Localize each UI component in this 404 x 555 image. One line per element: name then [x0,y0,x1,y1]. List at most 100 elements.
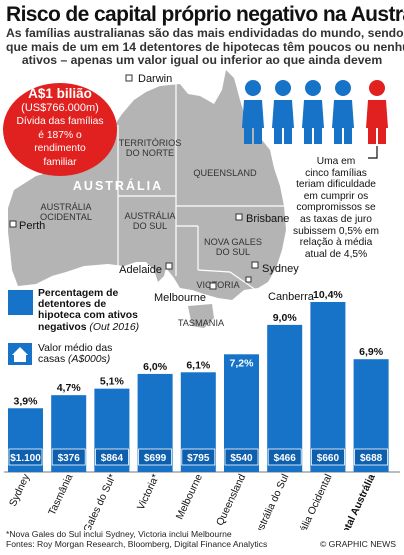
city-marker [9,220,17,228]
bar-legend-period: (Out 2016) [89,321,140,333]
house-value-box [51,448,86,466]
city-label-perth: Perth [19,220,45,232]
family-note-line: relação à média [299,237,373,249]
house-value-box [224,448,259,466]
bar-value-label: 6,0% [143,361,168,373]
category-label: Austrália do Sul [251,473,291,530]
house-legend-unit: (A$000s) [68,354,111,366]
house-value-box [138,448,173,466]
pointer-line [368,146,378,159]
house-legend: Valor médio das casas (A$000s) [38,343,112,365]
house-value-box [354,448,389,466]
house-value-label: $376 [58,453,81,464]
category-label: Nova Gales do Sul* [71,473,119,530]
house-legend-line: Valor médio das [38,343,113,354]
city-label-adelaide: Adelaide [119,264,162,276]
city-marker [235,213,243,221]
city-label-canberra: Canberra [268,291,315,303]
region-label-sa: DO SUL [133,221,167,231]
city-marker [165,262,173,270]
debt-text: é 187% o [38,129,82,141]
city-label-sydney: Sydney [262,263,299,275]
debt-value: A$1 bilião [28,86,92,101]
debt-text: Dívida das famílias [16,116,104,127]
bar [310,302,346,472]
house-value-label: $540 [230,453,253,464]
house-value-label: $1.100 [10,453,41,464]
copyright: © GRAPHIC NEWS [319,539,396,549]
footnote-line: Fontes: Roy Morgan Research, Bloomberg, … [6,539,268,549]
bar [267,324,303,472]
city-markers [9,74,259,290]
house-value-box [95,448,129,466]
bar-legend-swatch [8,290,33,315]
region-label-qld: QUEENSLAND [193,168,257,178]
family-note-line: as taxas de juro [300,213,372,225]
category-label: Austrália Ocidental [288,473,334,530]
bar-value-label: 5,1% [100,376,125,388]
category-label: Sydney [8,472,33,509]
bar-value-label: 6,1% [186,359,211,371]
region-label-sa: AUSTRÁLIA [124,211,176,221]
city-marker [125,74,133,82]
region-label-nt: TERRITÓRIOS [119,138,182,148]
person-icon [332,80,354,144]
city-label-darwin: Darwin [138,73,172,85]
house-value-label: $688 [360,453,383,464]
region-label-nsw: NOVA GALES [204,237,262,247]
house-value-box [8,448,43,466]
bar-value-label: 4,7% [57,382,82,394]
city-marker [245,276,252,283]
region-label-wa: OCIDENTAL [40,212,92,222]
bar-value-label: 10,4% [313,289,343,301]
family-note-line: subissem 0,5% em [292,225,380,237]
person-icon [242,80,264,144]
mainland [8,70,286,300]
category-label: Victoria* [136,473,162,512]
family-note-line: Uma em [316,156,356,167]
bar-legend-line: Percentagem de [38,288,119,299]
bar-chart: 3,9% $1.100 Sydney 4,7% $376 Tasmânia 5,1% $864… [4,289,400,530]
tasmania [188,304,214,328]
category-label: Tasmânia [47,472,76,517]
bar-legend-line: detentores de [38,299,107,311]
family-note: Uma em cinco famílias teriam dificuldade… [280,156,392,260]
bar-value-label: 6,9% [359,346,384,358]
family-people-icons [242,80,388,159]
person-icon-highlight [366,80,388,144]
page-title: Risco de capital próprio negativo na Aus… [6,3,404,26]
region-label-nt: DO NORTE [126,148,174,158]
house-value-box [310,448,345,466]
australia-map: AUSTRÁLIA TERRITÓRIOS DO NORTE QUEENSLAN… [8,70,388,328]
region-label-nsw: DO SUL [216,247,250,257]
debt-callout: A$1 bilião (US$766.000m) Dívida das famí… [3,83,117,176]
house-icon [8,343,32,365]
map-land [8,70,286,328]
subtitle: As famílias australianas são das mais en… [6,26,404,68]
bar-value-label: 7,2% [230,357,255,369]
family-note-line: atual de 4,5% [304,248,368,260]
bar-value-label: 3,9% [14,395,39,407]
house-value-label: $466 [274,453,297,464]
region-label-wa: AUSTRÁLIA [40,202,92,212]
bar-legend-line: negativos [38,321,87,333]
footnote-line: *Nova Gales do Sul inclui Sydney, Victor… [6,529,232,539]
house-value-label: $699 [144,453,167,464]
family-note-line: cinco famílias [305,167,367,179]
subtitle-line: que mais de um em 14 detentores de hipot… [6,39,404,54]
footnote: *Nova Gales do Sul inclui Sydney, Victor… [6,529,267,549]
country-label: AUSTRÁLIA [73,178,163,193]
house-value-label: $795 [187,453,210,464]
house-value-box [267,448,302,466]
house-value-label: $864 [101,453,124,464]
city-label-melbourne: Melbourne [154,292,206,304]
city-marker [209,282,217,290]
bar-value-label: 9,0% [273,312,298,324]
bar-legend: Percentagem de detentores de hipoteca co… [38,288,139,333]
debt-usd: (US$766.000m) [21,102,99,114]
family-note-line: em cumprir os [303,190,369,202]
person-icon [302,80,324,144]
family-note-line: teriam dificuldade [296,179,376,191]
debt-text: rendimento [34,143,86,154]
